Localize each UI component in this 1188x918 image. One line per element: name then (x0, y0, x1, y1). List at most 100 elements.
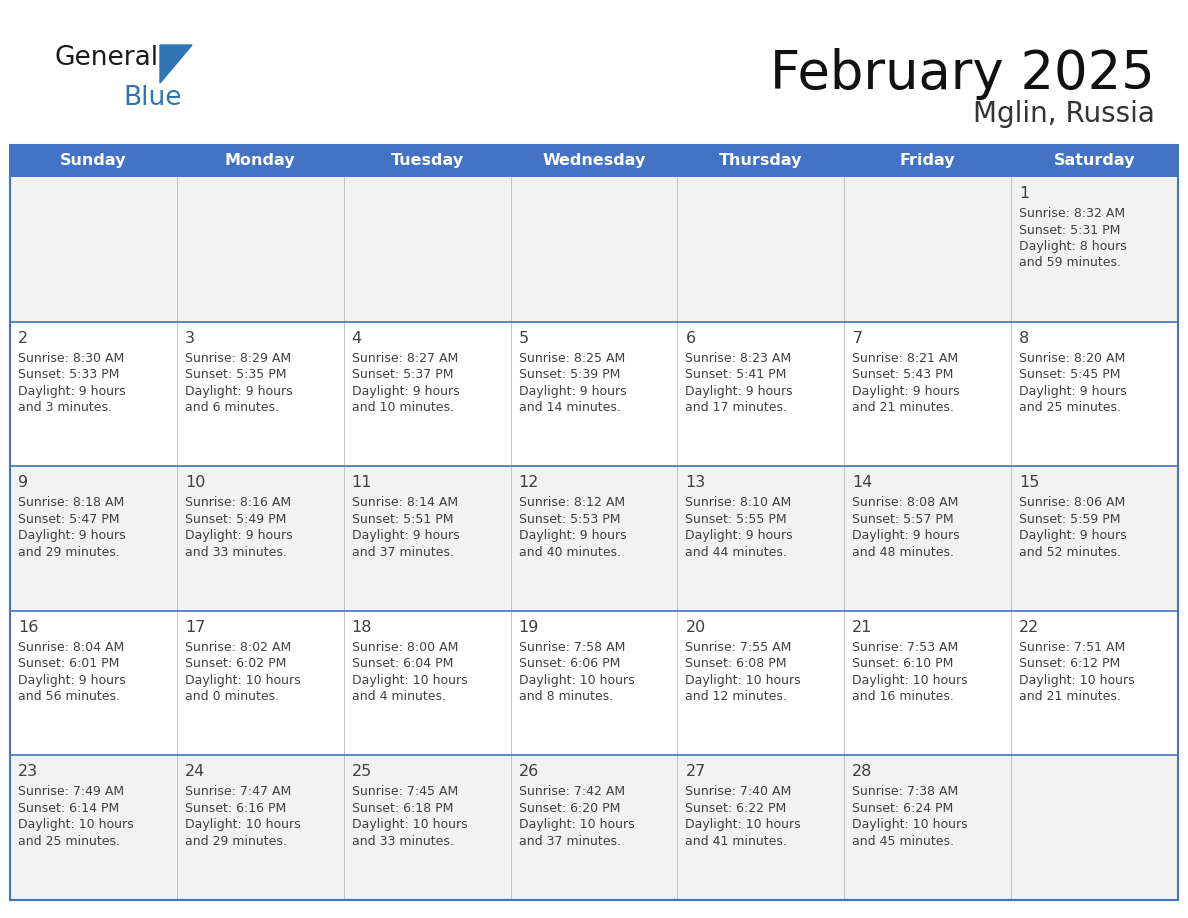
Text: 1: 1 (1019, 186, 1029, 201)
Text: Daylight: 9 hours: Daylight: 9 hours (685, 385, 794, 397)
Text: 2: 2 (18, 330, 29, 345)
Text: Sunrise: 7:51 AM: Sunrise: 7:51 AM (1019, 641, 1125, 654)
Text: Sunrise: 7:38 AM: Sunrise: 7:38 AM (852, 786, 959, 799)
Text: Sunrise: 8:06 AM: Sunrise: 8:06 AM (1019, 497, 1125, 509)
Text: Sunset: 6:12 PM: Sunset: 6:12 PM (1019, 657, 1120, 670)
Bar (10, 177, 1178, 321)
Text: 14: 14 (852, 476, 873, 490)
Text: 26: 26 (519, 765, 539, 779)
Text: General: General (55, 45, 159, 71)
Text: Daylight: 10 hours: Daylight: 10 hours (352, 674, 467, 687)
Text: 23: 23 (18, 765, 38, 779)
Text: Sunset: 5:47 PM: Sunset: 5:47 PM (18, 512, 120, 526)
Text: and 37 minutes.: and 37 minutes. (352, 545, 454, 559)
Text: Sunset: 5:55 PM: Sunset: 5:55 PM (685, 512, 788, 526)
Text: and 33 minutes.: and 33 minutes. (352, 834, 454, 848)
Text: Mglin, Russia: Mglin, Russia (973, 100, 1155, 128)
Text: Sunrise: 7:40 AM: Sunrise: 7:40 AM (685, 786, 791, 799)
Text: Tuesday: Tuesday (391, 153, 463, 169)
Text: Sunrise: 8:21 AM: Sunrise: 8:21 AM (852, 352, 959, 364)
Text: Sunrise: 7:42 AM: Sunrise: 7:42 AM (519, 786, 625, 799)
Text: Sunset: 5:57 PM: Sunset: 5:57 PM (852, 512, 954, 526)
Text: Sunrise: 8:00 AM: Sunrise: 8:00 AM (352, 641, 459, 654)
Text: Daylight: 10 hours: Daylight: 10 hours (519, 674, 634, 687)
Text: Sunset: 5:39 PM: Sunset: 5:39 PM (519, 368, 620, 381)
Text: and 3 minutes.: and 3 minutes. (18, 401, 112, 414)
Text: Daylight: 9 hours: Daylight: 9 hours (185, 385, 292, 397)
Text: Sunset: 5:45 PM: Sunset: 5:45 PM (1019, 368, 1120, 381)
Text: Sunrise: 8:25 AM: Sunrise: 8:25 AM (519, 352, 625, 364)
Text: Sunset: 6:10 PM: Sunset: 6:10 PM (852, 657, 954, 670)
Text: Saturday: Saturday (1054, 153, 1136, 169)
Text: and 21 minutes.: and 21 minutes. (1019, 690, 1121, 703)
Text: 4: 4 (352, 330, 362, 345)
Text: and 0 minutes.: and 0 minutes. (185, 690, 279, 703)
Text: and 48 minutes.: and 48 minutes. (852, 545, 954, 559)
Text: Sunset: 5:33 PM: Sunset: 5:33 PM (18, 368, 119, 381)
Text: and 25 minutes.: and 25 minutes. (18, 834, 120, 848)
Text: Sunrise: 7:53 AM: Sunrise: 7:53 AM (852, 641, 959, 654)
Text: Daylight: 8 hours: Daylight: 8 hours (1019, 240, 1127, 253)
Text: February 2025: February 2025 (770, 48, 1155, 100)
Text: Daylight: 9 hours: Daylight: 9 hours (852, 385, 960, 397)
Text: Sunset: 5:59 PM: Sunset: 5:59 PM (1019, 512, 1120, 526)
Text: Sunset: 6:22 PM: Sunset: 6:22 PM (685, 802, 786, 815)
Text: Sunset: 5:51 PM: Sunset: 5:51 PM (352, 512, 453, 526)
Text: Daylight: 10 hours: Daylight: 10 hours (352, 819, 467, 832)
Text: Daylight: 9 hours: Daylight: 9 hours (185, 529, 292, 543)
Text: Sunrise: 7:45 AM: Sunrise: 7:45 AM (352, 786, 457, 799)
Text: and 4 minutes.: and 4 minutes. (352, 690, 446, 703)
Text: 28: 28 (852, 765, 873, 779)
Text: Sunset: 6:02 PM: Sunset: 6:02 PM (185, 657, 286, 670)
Text: and 6 minutes.: and 6 minutes. (185, 401, 279, 414)
Text: Sunrise: 8:02 AM: Sunrise: 8:02 AM (185, 641, 291, 654)
Text: Sunrise: 8:12 AM: Sunrise: 8:12 AM (519, 497, 625, 509)
Text: Sunrise: 7:49 AM: Sunrise: 7:49 AM (18, 786, 124, 799)
Text: Sunset: 5:37 PM: Sunset: 5:37 PM (352, 368, 453, 381)
Text: 7: 7 (852, 330, 862, 345)
Text: 9: 9 (18, 476, 29, 490)
Text: 11: 11 (352, 476, 372, 490)
Text: Sunrise: 7:47 AM: Sunrise: 7:47 AM (185, 786, 291, 799)
Text: Sunrise: 8:14 AM: Sunrise: 8:14 AM (352, 497, 457, 509)
Text: 5: 5 (519, 330, 529, 345)
Text: Monday: Monday (225, 153, 296, 169)
Text: Sunrise: 8:30 AM: Sunrise: 8:30 AM (18, 352, 125, 364)
Text: Sunrise: 8:29 AM: Sunrise: 8:29 AM (185, 352, 291, 364)
Text: and 25 minutes.: and 25 minutes. (1019, 401, 1121, 414)
Text: 16: 16 (18, 620, 38, 635)
Text: Sunset: 6:06 PM: Sunset: 6:06 PM (519, 657, 620, 670)
Text: 21: 21 (852, 620, 873, 635)
Text: Sunrise: 8:23 AM: Sunrise: 8:23 AM (685, 352, 791, 364)
Text: Daylight: 10 hours: Daylight: 10 hours (852, 819, 968, 832)
Text: 27: 27 (685, 765, 706, 779)
Text: 12: 12 (519, 476, 539, 490)
Text: Daylight: 9 hours: Daylight: 9 hours (1019, 385, 1126, 397)
Text: Sunset: 5:35 PM: Sunset: 5:35 PM (185, 368, 286, 381)
Text: Daylight: 9 hours: Daylight: 9 hours (519, 385, 626, 397)
Text: Daylight: 10 hours: Daylight: 10 hours (185, 674, 301, 687)
Polygon shape (160, 45, 192, 83)
Text: Sunset: 6:01 PM: Sunset: 6:01 PM (18, 657, 119, 670)
Bar (10, 145, 1178, 900)
Text: Sunrise: 8:16 AM: Sunrise: 8:16 AM (185, 497, 291, 509)
Text: and 40 minutes.: and 40 minutes. (519, 545, 620, 559)
Bar (10, 145, 1178, 177)
Text: and 12 minutes.: and 12 minutes. (685, 690, 788, 703)
Text: Sunset: 6:14 PM: Sunset: 6:14 PM (18, 802, 119, 815)
Text: Thursday: Thursday (719, 153, 803, 169)
Text: and 14 minutes.: and 14 minutes. (519, 401, 620, 414)
Text: and 17 minutes.: and 17 minutes. (685, 401, 788, 414)
Text: 10: 10 (185, 476, 206, 490)
Text: Sunrise: 7:55 AM: Sunrise: 7:55 AM (685, 641, 792, 654)
Text: and 8 minutes.: and 8 minutes. (519, 690, 613, 703)
Text: Daylight: 9 hours: Daylight: 9 hours (519, 529, 626, 543)
Text: Daylight: 10 hours: Daylight: 10 hours (18, 819, 133, 832)
Text: Daylight: 9 hours: Daylight: 9 hours (352, 385, 460, 397)
Bar (10, 610, 1178, 756)
Text: Daylight: 10 hours: Daylight: 10 hours (685, 819, 801, 832)
Text: Sunrise: 8:27 AM: Sunrise: 8:27 AM (352, 352, 457, 364)
Text: Wednesday: Wednesday (542, 153, 646, 169)
Text: 25: 25 (352, 765, 372, 779)
Text: Sunset: 6:20 PM: Sunset: 6:20 PM (519, 802, 620, 815)
